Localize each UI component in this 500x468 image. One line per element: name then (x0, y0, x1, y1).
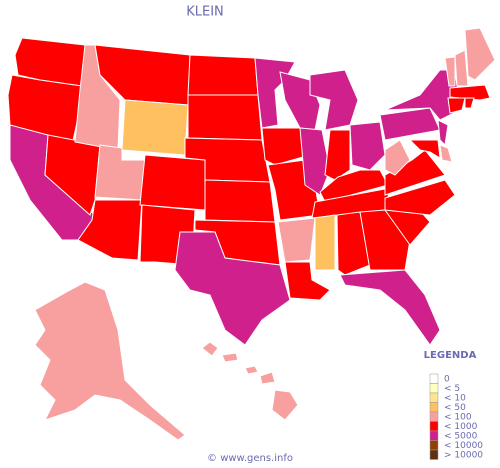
legend-label: > 10000 (444, 450, 483, 460)
state (379, 107, 441, 141)
state (384, 179, 456, 216)
state (324, 129, 351, 181)
state (284, 261, 331, 301)
state (314, 214, 336, 271)
state (454, 49, 469, 87)
state (349, 121, 386, 171)
state (447, 97, 466, 114)
legend-swatch (429, 449, 439, 460)
state (221, 352, 239, 363)
state (244, 365, 259, 375)
state (339, 269, 441, 346)
state (464, 27, 496, 81)
state (277, 217, 316, 263)
state (309, 69, 359, 131)
legend-label: 0 (444, 374, 450, 384)
legend-label: < 100 (444, 412, 472, 422)
legend-label: < 10000 (444, 441, 483, 451)
legend-swatch (429, 402, 439, 413)
state (204, 179, 276, 223)
state (94, 144, 146, 201)
state (271, 389, 299, 421)
legend-swatch (429, 383, 439, 394)
state (121, 99, 189, 156)
footer: © www.gens.info (207, 453, 293, 464)
legend-label: < 5000 (444, 431, 478, 441)
state (7, 74, 83, 146)
legend-label: < 10 (444, 393, 466, 403)
map-title: KLEIN (186, 5, 224, 20)
legend-swatch (429, 430, 439, 441)
legend-swatch (429, 373, 439, 384)
legend-title: LEGENDA (424, 350, 477, 361)
state (408, 139, 441, 159)
state (187, 94, 263, 141)
state (174, 231, 291, 346)
legend-label: < 1000 (444, 422, 478, 432)
states (7, 27, 496, 441)
legend-swatch (429, 440, 439, 451)
state (34, 281, 186, 441)
state (259, 371, 276, 385)
legend-swatch (429, 392, 439, 403)
state (449, 84, 491, 101)
state (201, 341, 219, 357)
state (139, 154, 206, 211)
state (336, 211, 371, 276)
legend-swatch (429, 411, 439, 422)
state (464, 97, 475, 109)
state (299, 127, 331, 196)
state (437, 119, 449, 147)
legend-swatch (429, 421, 439, 432)
state (187, 54, 259, 96)
legend: 0< 5< 10< 50< 100< 1000< 5000< 10000> 10… (429, 373, 483, 460)
state (384, 139, 411, 176)
state (444, 56, 456, 87)
legend-label: < 50 (444, 403, 466, 413)
state (261, 127, 311, 166)
state (439, 144, 453, 163)
legend-label: < 5 (444, 384, 460, 394)
